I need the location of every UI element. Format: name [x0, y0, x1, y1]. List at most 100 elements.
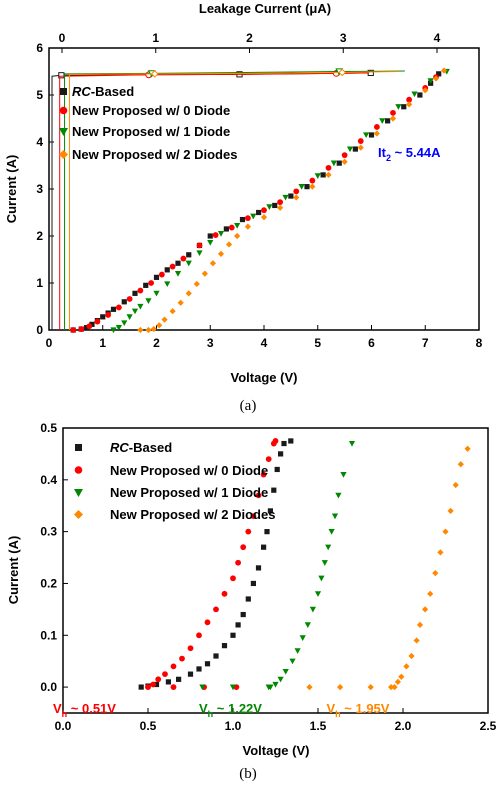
point-d1: [265, 684, 272, 691]
x-tick-label: 1.0: [225, 719, 242, 733]
panel-b: 0.0 0.5 1.0 1.5 2.0 2.5 0.0 0.1 0.2 0.3 0.4 0.5 Vo…: [6, 421, 497, 782]
point-d0: [86, 323, 93, 330]
point-d0: [78, 326, 85, 332]
point-d2: [277, 204, 284, 211]
legend-label-rc: RC-Based: [72, 84, 134, 99]
x2-tick-label: 2: [246, 31, 253, 45]
point-rc: [436, 71, 442, 77]
series-d1: [199, 440, 356, 691]
point-d0: [70, 327, 77, 333]
point-rc: [143, 282, 149, 288]
y-tick-label: 2: [36, 229, 43, 243]
legend-label-d1: New Proposed w/ 1 Diode: [110, 485, 268, 500]
point-d2: [244, 223, 251, 230]
point-rc: [164, 267, 170, 273]
point-d1: [137, 303, 144, 310]
point-d0: [196, 632, 202, 639]
point-d2: [440, 67, 448, 74]
point-d2: [357, 144, 364, 151]
point-d2: [416, 621, 424, 629]
y-tick-label: 1: [36, 276, 43, 290]
point-d1: [272, 681, 279, 688]
point-d1: [331, 513, 339, 520]
x-tick-label: 0.5: [140, 719, 157, 733]
point-d1: [328, 529, 335, 535]
y-tick-labels: 0 1 2 3 4 5 6: [36, 41, 43, 337]
x-axis-title: Voltage (V): [243, 743, 310, 758]
point-d0: [105, 312, 112, 318]
point-d0: [145, 684, 151, 690]
point-d0: [115, 304, 122, 311]
point-d1: [309, 606, 316, 613]
point-d0: [148, 280, 155, 286]
point-rc: [240, 611, 246, 618]
point-d1: [153, 290, 160, 297]
point-d2: [452, 481, 459, 489]
y-tick-label: 4: [36, 135, 43, 149]
point-d2: [373, 130, 380, 137]
legend-marker-d2: [74, 510, 83, 519]
vh-annotation-d2: Vh ~ 1.95V: [327, 701, 390, 719]
point-d1: [196, 250, 203, 257]
point-d0: [228, 224, 235, 231]
y-tick-label: 0.2: [40, 576, 57, 590]
point-rc: [223, 226, 229, 232]
x-tick-label: 8: [476, 336, 483, 350]
point-d2: [427, 590, 434, 597]
point-rc: [165, 679, 171, 685]
point-d1: [340, 472, 347, 478]
legend-marker-d0: [59, 106, 68, 115]
legend-label-d1: New Proposed w/ 1 Diode: [72, 124, 230, 139]
legend-label-d0: New Proposed w/ 0 Diode: [110, 463, 268, 478]
point-d0: [250, 513, 257, 519]
x2-tick-label: 3: [340, 31, 347, 45]
x-tick-label: 2.0: [395, 719, 412, 733]
point-rc: [89, 321, 95, 327]
point-rc: [196, 666, 202, 672]
point-d2: [388, 683, 395, 691]
legend-marker-d2: [59, 150, 68, 159]
point-d1: [427, 78, 434, 84]
legend-label-rc: RC-Based: [110, 440, 172, 455]
x-tick-labels: 0 1 2 3 4 5 6 7 8: [46, 336, 483, 350]
point-d2: [193, 280, 200, 288]
point-d1: [314, 173, 321, 179]
point-d1: [207, 239, 214, 246]
point-rc: [110, 306, 117, 312]
point-rc: [235, 622, 241, 628]
point-d0: [204, 619, 211, 626]
point-d0: [235, 559, 242, 566]
point-d1: [115, 325, 122, 331]
x-tick-label: 2: [153, 336, 160, 350]
point-d2: [225, 241, 233, 248]
point-rc: [336, 160, 342, 166]
point-d2: [341, 158, 348, 165]
point-d2: [422, 606, 429, 613]
y-tick-label: 5: [36, 88, 43, 102]
point-rc: [281, 440, 287, 447]
point-d2: [432, 75, 440, 82]
point-rc: [271, 487, 277, 493]
point-rc: [187, 671, 194, 677]
point-d2: [234, 232, 241, 240]
point-d0: [170, 663, 177, 670]
point-d1: [250, 213, 257, 220]
point-d2: [185, 290, 192, 297]
y-tick-label: 0.0: [40, 680, 57, 694]
point-rc: [100, 314, 106, 320]
point-d2: [437, 549, 444, 556]
point-d1: [411, 91, 418, 98]
vh-annotation-d1: Vh ~ 1.22V: [199, 701, 262, 719]
point-d1: [363, 132, 370, 139]
point-d0: [341, 152, 348, 159]
point-d1: [348, 440, 356, 447]
point-d1: [199, 684, 206, 691]
point-d2: [137, 326, 144, 334]
point-rc: [186, 252, 192, 258]
point-d2: [260, 214, 268, 221]
legend-label-d0: New Proposed w/ 0 Diode: [72, 103, 230, 118]
point-rc: [239, 216, 246, 223]
point-rc: [264, 529, 270, 535]
point-d2: [293, 194, 300, 201]
series-d2: [306, 445, 471, 691]
